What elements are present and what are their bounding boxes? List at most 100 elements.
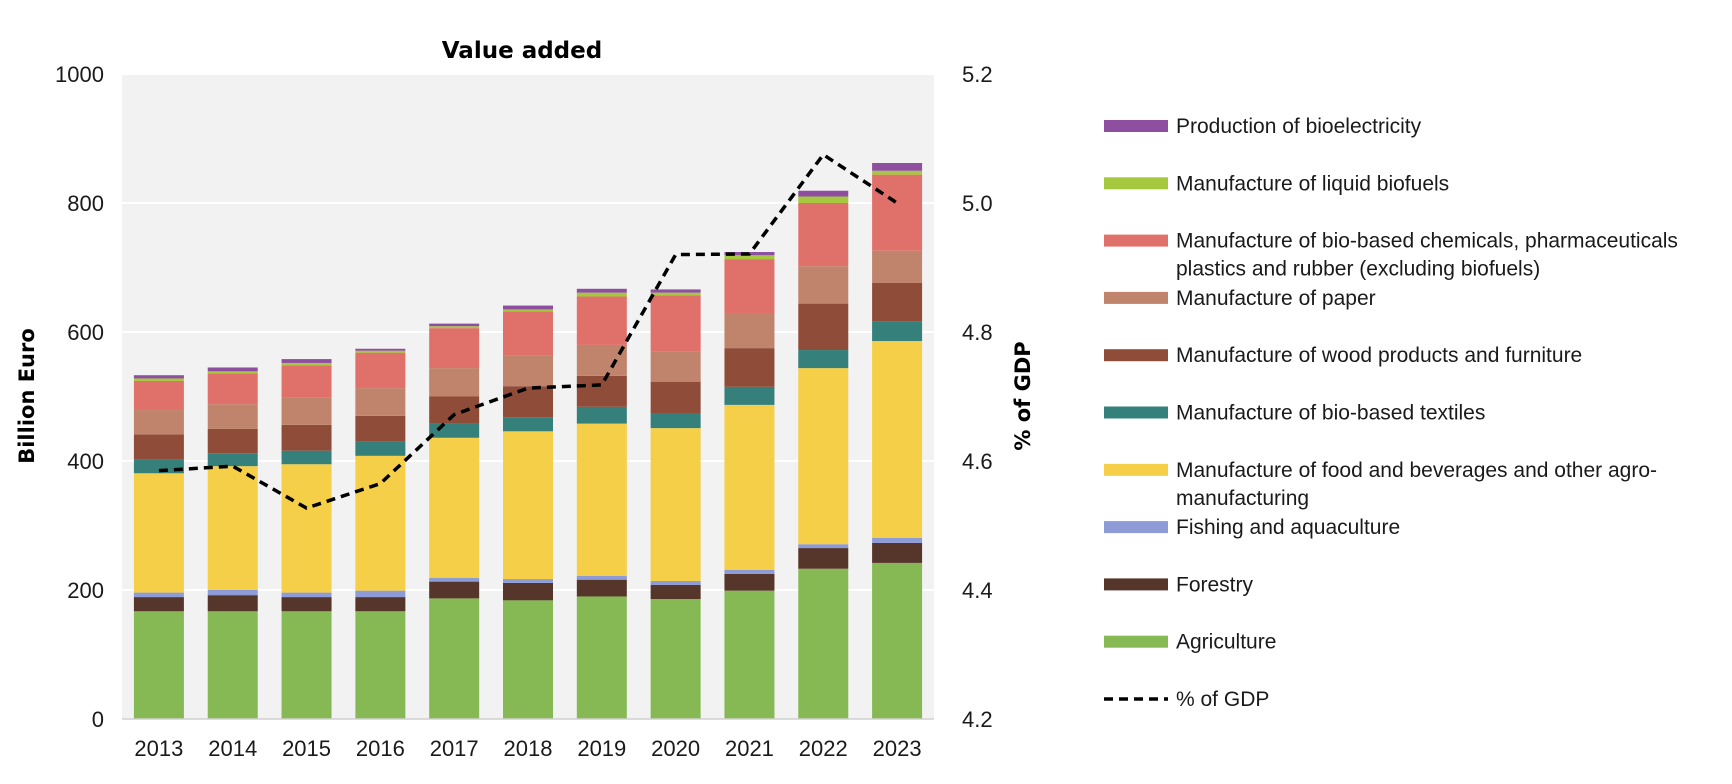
legend-swatch xyxy=(1104,234,1168,247)
bar-segment-3-2018 xyxy=(503,431,553,580)
bar-segment-0-2018 xyxy=(503,600,553,719)
bar-segment-2-2014 xyxy=(207,590,258,596)
bar-segment-1-2019 xyxy=(576,579,627,597)
bar-segment-7-2016 xyxy=(355,352,406,389)
y-tick-label: 600 xyxy=(67,320,104,345)
bar-segment-7-2015 xyxy=(281,365,332,398)
bar-segment-4-2022 xyxy=(798,350,849,369)
y-axis-title: Billion Euro xyxy=(15,328,39,464)
y-tick-label: 400 xyxy=(67,449,104,474)
legend-swatch xyxy=(1104,521,1168,534)
x-tick-label: 2014 xyxy=(208,736,257,761)
bar-segment-0-2022 xyxy=(798,568,849,719)
bar-segment-2-2018 xyxy=(503,579,553,583)
bar-segment-9-2020 xyxy=(650,289,701,293)
bar-segment-1-2021 xyxy=(724,573,775,591)
bar-segment-8-2014 xyxy=(207,371,258,374)
bar-segment-8-2015 xyxy=(281,362,332,366)
bar-segment-7-2017 xyxy=(429,328,480,369)
bar-segment-5-2023 xyxy=(872,282,923,322)
bar-segment-3-2015 xyxy=(281,464,332,593)
bar-segment-6-2022 xyxy=(798,266,849,304)
x-tick-label: 2023 xyxy=(873,736,922,761)
legend-label: Manufacture of bio-based textiles xyxy=(1176,402,1485,425)
bar-segment-8-2020 xyxy=(650,292,701,296)
bar-segment-8-2017 xyxy=(429,326,480,329)
bar-segment-4-2013 xyxy=(133,459,184,474)
bar-segment-5-2017 xyxy=(429,396,480,424)
bar-segment-7-2018 xyxy=(503,311,553,356)
bar-segment-9-2014 xyxy=(207,367,258,372)
bar-stacks xyxy=(133,163,923,719)
legend-label: Production of bioelectricity xyxy=(1176,115,1422,138)
bar-segment-8-2022 xyxy=(798,196,849,203)
bar-segment-0-2014 xyxy=(207,611,258,719)
bar-segment-3-2021 xyxy=(724,404,775,571)
legend-label: manufacturing xyxy=(1176,487,1309,510)
y2-tick-label: 4.8 xyxy=(962,320,993,345)
bar-segment-3-2017 xyxy=(429,437,480,578)
bar-segment-4-2019 xyxy=(576,406,627,424)
legend-label: plastics and rubber (excluding biofuels) xyxy=(1176,258,1540,281)
bar-segment-3-2013 xyxy=(133,473,184,593)
bar-segment-1-2017 xyxy=(429,581,480,599)
legend: Production of bioelectricity Manufacture … xyxy=(1104,115,1678,711)
bar-segment-6-2019 xyxy=(576,344,627,376)
bar-segment-7-2023 xyxy=(872,174,923,251)
bar-segment-5-2021 xyxy=(724,348,775,387)
bar-segment-0-2023 xyxy=(872,562,923,719)
x-tick-label: 2017 xyxy=(430,736,479,761)
bar-segment-1-2020 xyxy=(650,584,701,600)
y2-tick-label: 4.4 xyxy=(962,578,993,603)
legend-label: % of GDP xyxy=(1176,688,1269,711)
bar-segment-4-2017 xyxy=(429,423,480,438)
gdp-line xyxy=(158,152,899,510)
bar-segment-8-2023 xyxy=(872,170,923,175)
y2-tick-label: 5.0 xyxy=(962,191,993,216)
bar-segment-6-2016 xyxy=(355,388,406,416)
legend-label: Manufacture of paper xyxy=(1176,287,1376,310)
bar-segment-3-2023 xyxy=(872,341,923,538)
bar-segment-2-2017 xyxy=(429,577,480,582)
y-tick-label: 1000 xyxy=(55,62,104,87)
legend-label: Forestry xyxy=(1176,573,1254,596)
bar-segment-5-2014 xyxy=(207,428,258,454)
legend-swatch xyxy=(1104,349,1168,362)
bar-segment-7-2014 xyxy=(207,373,258,405)
legend-label: Fishing and aquaculture xyxy=(1176,516,1400,539)
bar-segment-6-2013 xyxy=(133,410,184,435)
x-tick-label: 2018 xyxy=(504,736,553,761)
bar-segment-0-2021 xyxy=(724,590,775,719)
bar-segment-4-2018 xyxy=(503,417,553,432)
x-tick-label: 2016 xyxy=(356,736,405,761)
bar-segment-3-2019 xyxy=(576,423,627,576)
legend-label: Manufacture of food and beverages and ot… xyxy=(1176,459,1657,482)
bar-segment-5-2016 xyxy=(355,415,406,442)
x-tick-label: 2022 xyxy=(799,736,848,761)
bar-segment-4-2020 xyxy=(650,413,701,429)
legend-swatch xyxy=(1104,120,1168,132)
bar-segment-4-2023 xyxy=(872,321,923,342)
bar-segment-6-2021 xyxy=(724,313,775,349)
legend-swatch xyxy=(1104,463,1168,476)
bar-segment-2-2020 xyxy=(650,580,701,585)
bar-segment-1-2023 xyxy=(872,542,923,563)
x-tick-label: 2015 xyxy=(282,736,331,761)
bar-segment-3-2016 xyxy=(355,455,406,591)
bar-segment-9-2016 xyxy=(355,348,406,351)
bar-segment-2-2023 xyxy=(872,537,923,543)
bar-segment-1-2016 xyxy=(355,597,406,612)
bar-segment-6-2023 xyxy=(872,250,923,283)
bar-segment-5-2022 xyxy=(798,303,849,351)
bar-segment-5-2018 xyxy=(503,386,553,418)
bar-segment-1-2018 xyxy=(503,582,553,601)
legend-swatch xyxy=(1104,177,1168,190)
bar-segment-0-2016 xyxy=(355,611,406,719)
bar-segment-0-2019 xyxy=(576,596,627,719)
y2-axis-title: % of GDP xyxy=(1011,341,1035,450)
bar-segment-2-2015 xyxy=(281,592,332,598)
legend-label: Manufacture of wood products and furnitu… xyxy=(1176,344,1582,367)
bar-segment-4-2021 xyxy=(724,386,775,405)
bar-segment-6-2015 xyxy=(281,397,332,425)
